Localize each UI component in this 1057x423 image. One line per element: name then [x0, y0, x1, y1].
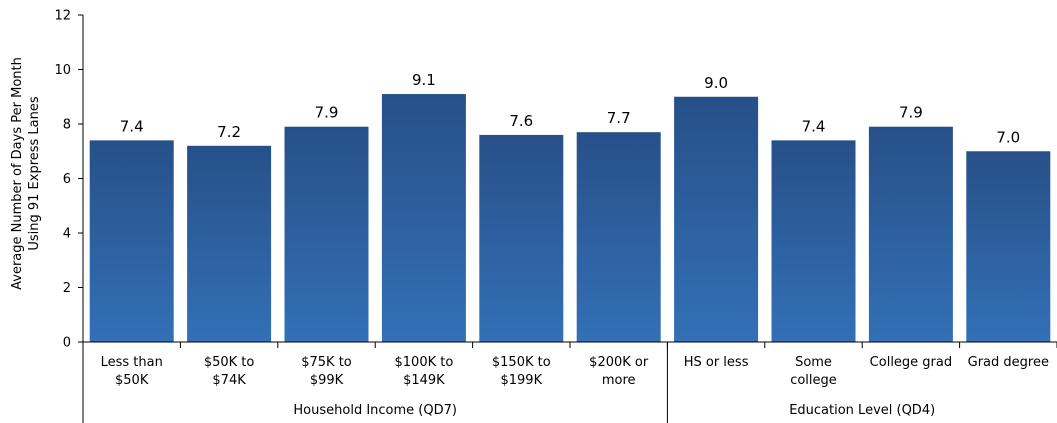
- bars: 7.4 7.2 7.9 9.1 7.6 7.7 9.0 7.4 7.9 7.0: [89, 71, 1051, 343]
- bar: [674, 96, 759, 342]
- category-label: $75K to: [301, 355, 352, 370]
- data-label: 7.4: [802, 117, 826, 135]
- y-tick-label: 12: [54, 9, 71, 24]
- category-label: $199K: [500, 373, 542, 388]
- bar: [381, 94, 466, 343]
- bar: [771, 140, 856, 342]
- bar: [479, 134, 564, 342]
- data-label: 9.0: [704, 74, 728, 92]
- data-label: 7.9: [315, 104, 339, 122]
- data-label: 9.1: [412, 71, 436, 89]
- y-tick-label: 4: [63, 227, 71, 242]
- bar: [868, 126, 953, 342]
- category-label: Less than: [101, 355, 163, 370]
- group-label: Household Income (QD7): [293, 403, 457, 418]
- data-label: 7.6: [509, 112, 533, 130]
- category-label: HS or less: [684, 355, 749, 370]
- category-label: Some: [795, 355, 832, 370]
- y-tick-label: 2: [63, 281, 71, 296]
- category-label: $74K: [212, 373, 246, 388]
- y-axis-title: Average Number of Days Per Month Using 91…: [10, 57, 42, 290]
- category-label: $50K: [115, 373, 149, 388]
- y-tick-label: 10: [54, 63, 71, 78]
- x-axis: Less than $50K $50K to $74K $75K to $99K $100K…: [82, 341, 1057, 423]
- bar: [284, 126, 369, 342]
- y-axis: 0 2 4 6 8 10 12: [54, 9, 84, 351]
- data-label: 7.4: [120, 117, 144, 135]
- bar: [187, 145, 272, 342]
- category-label: $100K to: [395, 355, 454, 370]
- y-tick-label: 6: [63, 172, 71, 187]
- bar: [89, 140, 174, 342]
- category-label: more: [602, 373, 636, 388]
- category-label: $150K to: [492, 355, 551, 370]
- bar: [576, 132, 661, 342]
- category-label: $200K or: [589, 355, 649, 370]
- data-label: 7.0: [996, 128, 1020, 146]
- category-label: college: [790, 373, 837, 388]
- category-label: $149K: [403, 373, 445, 388]
- y-tick-label: 0: [63, 336, 71, 351]
- data-label: 7.9: [899, 104, 923, 122]
- category-label: $99K: [310, 373, 344, 388]
- y-axis-title-line: Using 91 Express Lanes: [27, 96, 42, 251]
- category-label: Grad degree: [968, 355, 1049, 370]
- y-tick-label: 8: [63, 118, 71, 133]
- group-label: Education Level (QD4): [789, 403, 935, 418]
- bar: [966, 151, 1051, 342]
- category-label: College grad: [870, 355, 952, 370]
- data-label: 7.2: [217, 123, 241, 141]
- data-label: 7.7: [607, 109, 631, 127]
- y-axis-title-line: Average Number of Days Per Month: [10, 57, 25, 290]
- category-label: $50K to: [204, 355, 255, 370]
